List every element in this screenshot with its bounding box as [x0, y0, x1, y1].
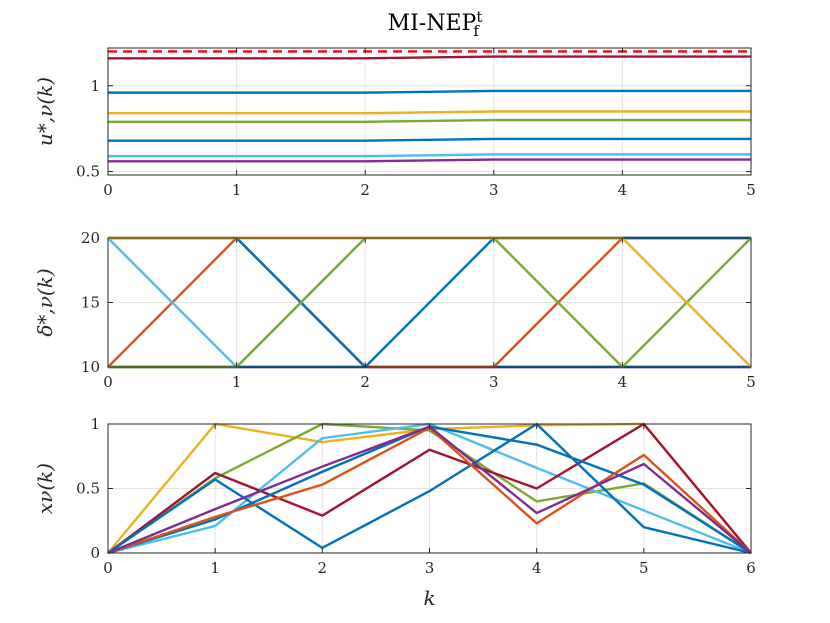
- series-line-2-4: [107, 422, 752, 555]
- x-tick-label: 0: [103, 559, 113, 577]
- x-tick-label: 4: [532, 559, 542, 577]
- x-tick-label: 5: [746, 373, 756, 391]
- x-axis-label: k: [423, 586, 435, 610]
- y-tick-label: 1: [90, 415, 100, 433]
- x-tick-label: 1: [232, 373, 242, 391]
- y-tick-label: 10: [81, 358, 100, 376]
- series-line-0-1: [108, 89, 751, 94]
- y-axis-label-2: xν(k): [33, 463, 57, 514]
- x-tick-label: 0: [103, 181, 113, 199]
- y-tick-label: 0.5: [76, 480, 100, 498]
- x-tick-label: 3: [489, 373, 499, 391]
- y-tick-label: 20: [81, 229, 100, 247]
- x-tick-label: 3: [489, 181, 499, 199]
- panel-middle-delta: 0 1 2 3 4 5 10 15 20 δ*,ν(k): [33, 229, 756, 391]
- x-tick-label: 4: [618, 181, 628, 199]
- x-tick-label: 1: [210, 559, 220, 577]
- x-tick-label: 5: [746, 181, 756, 199]
- series-line-2-1: [107, 422, 752, 555]
- series-line-0-2: [108, 110, 751, 115]
- x-tick-label: 6: [746, 559, 756, 577]
- y-axis-label-1: δ*,ν(k): [33, 268, 57, 336]
- series-line-0-4: [108, 137, 751, 142]
- series-line-0-3: [108, 118, 751, 124]
- x-tick-label: 5: [639, 559, 649, 577]
- series-line-0-6: [108, 158, 751, 163]
- axes-box-0: [107, 47, 752, 176]
- panel-top-u: 0 1 2 3 4 5 0.5 1 u*,ν(k): [33, 47, 756, 199]
- x-tick-label: 3: [425, 559, 435, 577]
- x-tick-label: 1: [232, 181, 242, 199]
- x-tick-label: 2: [318, 559, 328, 577]
- y-tick-label: 0.5: [76, 163, 100, 181]
- series-line-0-5: [108, 153, 751, 158]
- x-tick-label: 2: [360, 373, 370, 391]
- series-line-0-0: [108, 55, 751, 60]
- figure-title: MI-NEPt f: [388, 8, 483, 40]
- x-tick-label: 4: [618, 373, 628, 391]
- y-tick-label: 15: [81, 294, 100, 312]
- x-tick-label: 0: [103, 373, 113, 391]
- y-tick-label: 1: [90, 77, 100, 95]
- y-axis-label-0: u*,ν(k): [33, 77, 57, 146]
- x-tick-label: 2: [360, 181, 370, 199]
- y-tick-label: 0: [90, 544, 100, 562]
- panel-bottom-x: 0 1 2 3 4 5 6 0 0.5 1 xν(k) k: [33, 415, 756, 610]
